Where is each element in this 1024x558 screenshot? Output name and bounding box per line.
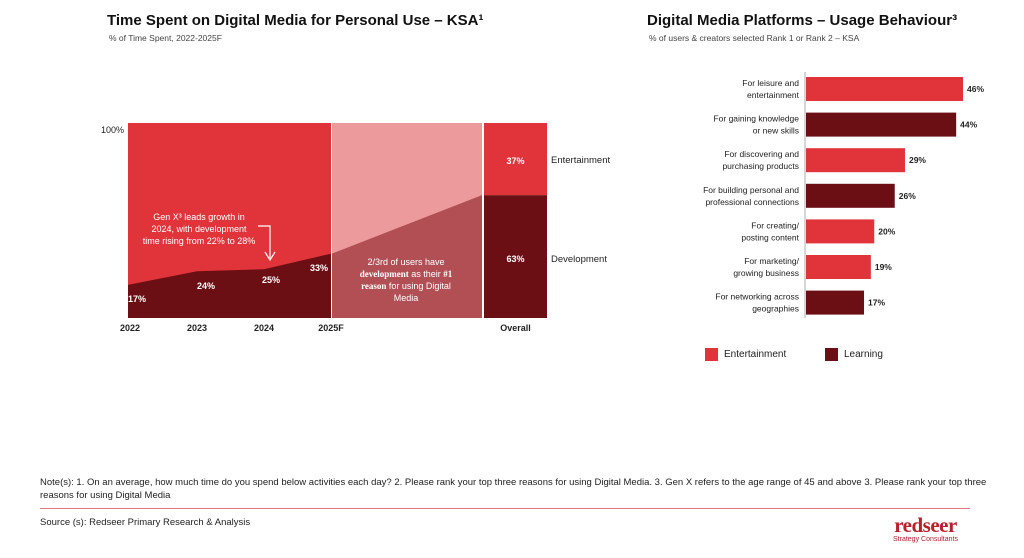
users-annotation-line-4: Media [394,293,419,303]
legend-learning-swatch [825,348,838,361]
overall-development-name: Development [551,254,607,265]
bar-learning [806,112,957,137]
growth-annotation-line: Gen X³ leads growth in [153,212,245,222]
bar-category-label: geographies [752,304,799,314]
overall-entertainment-name: Entertainment [551,155,611,166]
bar-value-label: 26% [899,191,916,201]
development-data-label: 17% [128,294,146,304]
bar-category-label: posting content [741,232,799,242]
x-tick-label: 2023 [187,323,207,333]
bar-category-label: professional connections [705,197,799,207]
bar-value-label: 46% [967,84,984,94]
x-tick-label: 2025F [318,323,344,333]
time-spent-area-chart: 100% 2022 2023 2024 2025F Overall 17% 24% 25% 33%… [101,123,611,333]
bar-category-label: purchasing products [722,161,799,171]
source-note: Source (s): Redseer Primary Research & A… [40,517,251,528]
bar-entertainment [806,255,871,279]
bar-category-label: For networking across [715,292,799,302]
bar-category-label: growing business [733,268,799,278]
bar-value-label: 19% [875,262,892,272]
x-tick-label: 2024 [254,323,274,333]
users-annotation-line-3: reason for using Digital [361,281,451,291]
bar-learning [806,183,895,208]
development-data-label: 25% [262,275,280,285]
bar-value-label: 17% [868,298,885,308]
growth-annotation-line: 2024, with development [151,224,247,234]
forecast-development-area [332,195,482,318]
x-tick-label: 2022 [120,323,140,333]
logo-wordmark: redseer [894,513,957,537]
bar-value-label: 29% [909,155,926,165]
overall-entertainment-segment [484,123,547,196]
legend-entertainment-swatch [705,348,718,361]
growth-annotation-connector [258,225,271,258]
right-chart-subtitle: % of users & creators selected Rank 1 or… [649,33,860,43]
down-arrow-icon [264,251,276,262]
bar-category-label: For marketing/ [744,256,799,266]
growth-annotation-line: time rising from 22% to 28% [143,236,256,246]
logo-tagline: Strategy Consultants [893,536,958,543]
users-annotation-line-2: development as their #1 [360,269,453,279]
right-chart-title: Digital Media Platforms – Usage Behaviou… [647,12,958,29]
overall-entertainment-label: 37% [506,156,524,166]
usage-behaviour-bar-chart: 46% For leisure and entertainment 44% For ga… [703,72,984,318]
overall-development-segment [484,195,547,318]
bar-category-label: For creating/ [751,220,799,230]
bar-value-label: 20% [878,226,895,236]
bar-category-label: entertainment [747,90,800,100]
y-axis-top-label: 100% [101,125,124,135]
bar-entertainment [806,77,963,101]
historical-development-area [128,253,331,318]
legend-entertainment: Entertainment [705,348,786,361]
legend-learning-label: Learning [844,349,883,360]
bar-category-label: or new skills [753,126,799,136]
bar-learning [806,290,865,315]
bar-value-label: 44% [960,120,977,130]
bar-category-label: For discovering and [724,149,799,159]
development-data-label: 33% [310,263,328,273]
legend-entertainment-label: Entertainment [724,349,787,360]
bar-category-label: For leisure and [742,78,799,88]
x-tick-label-overall: Overall [500,323,531,333]
bar-category-label: For building personal and [703,185,799,195]
users-annotation-line: 2/3rd of users have [367,257,444,267]
left-chart-subtitle: % of Time Spent, 2022-2025F [109,33,222,43]
development-data-label: 24% [197,281,215,291]
left-chart-title: Time Spent on Digital Media for Personal… [107,12,484,29]
bar-entertainment [806,219,875,244]
legend-learning: Learning [825,348,883,361]
footnotes: Note(s): 1. On an average, how much time… [40,477,987,501]
footer-divider [40,508,970,509]
overall-development-label: 63% [506,254,524,264]
bar-category-label: For gaining knowledge [713,114,799,124]
bar-entertainment [806,148,905,173]
redseer-logo: redseer Strategy Consultants [893,515,958,544]
